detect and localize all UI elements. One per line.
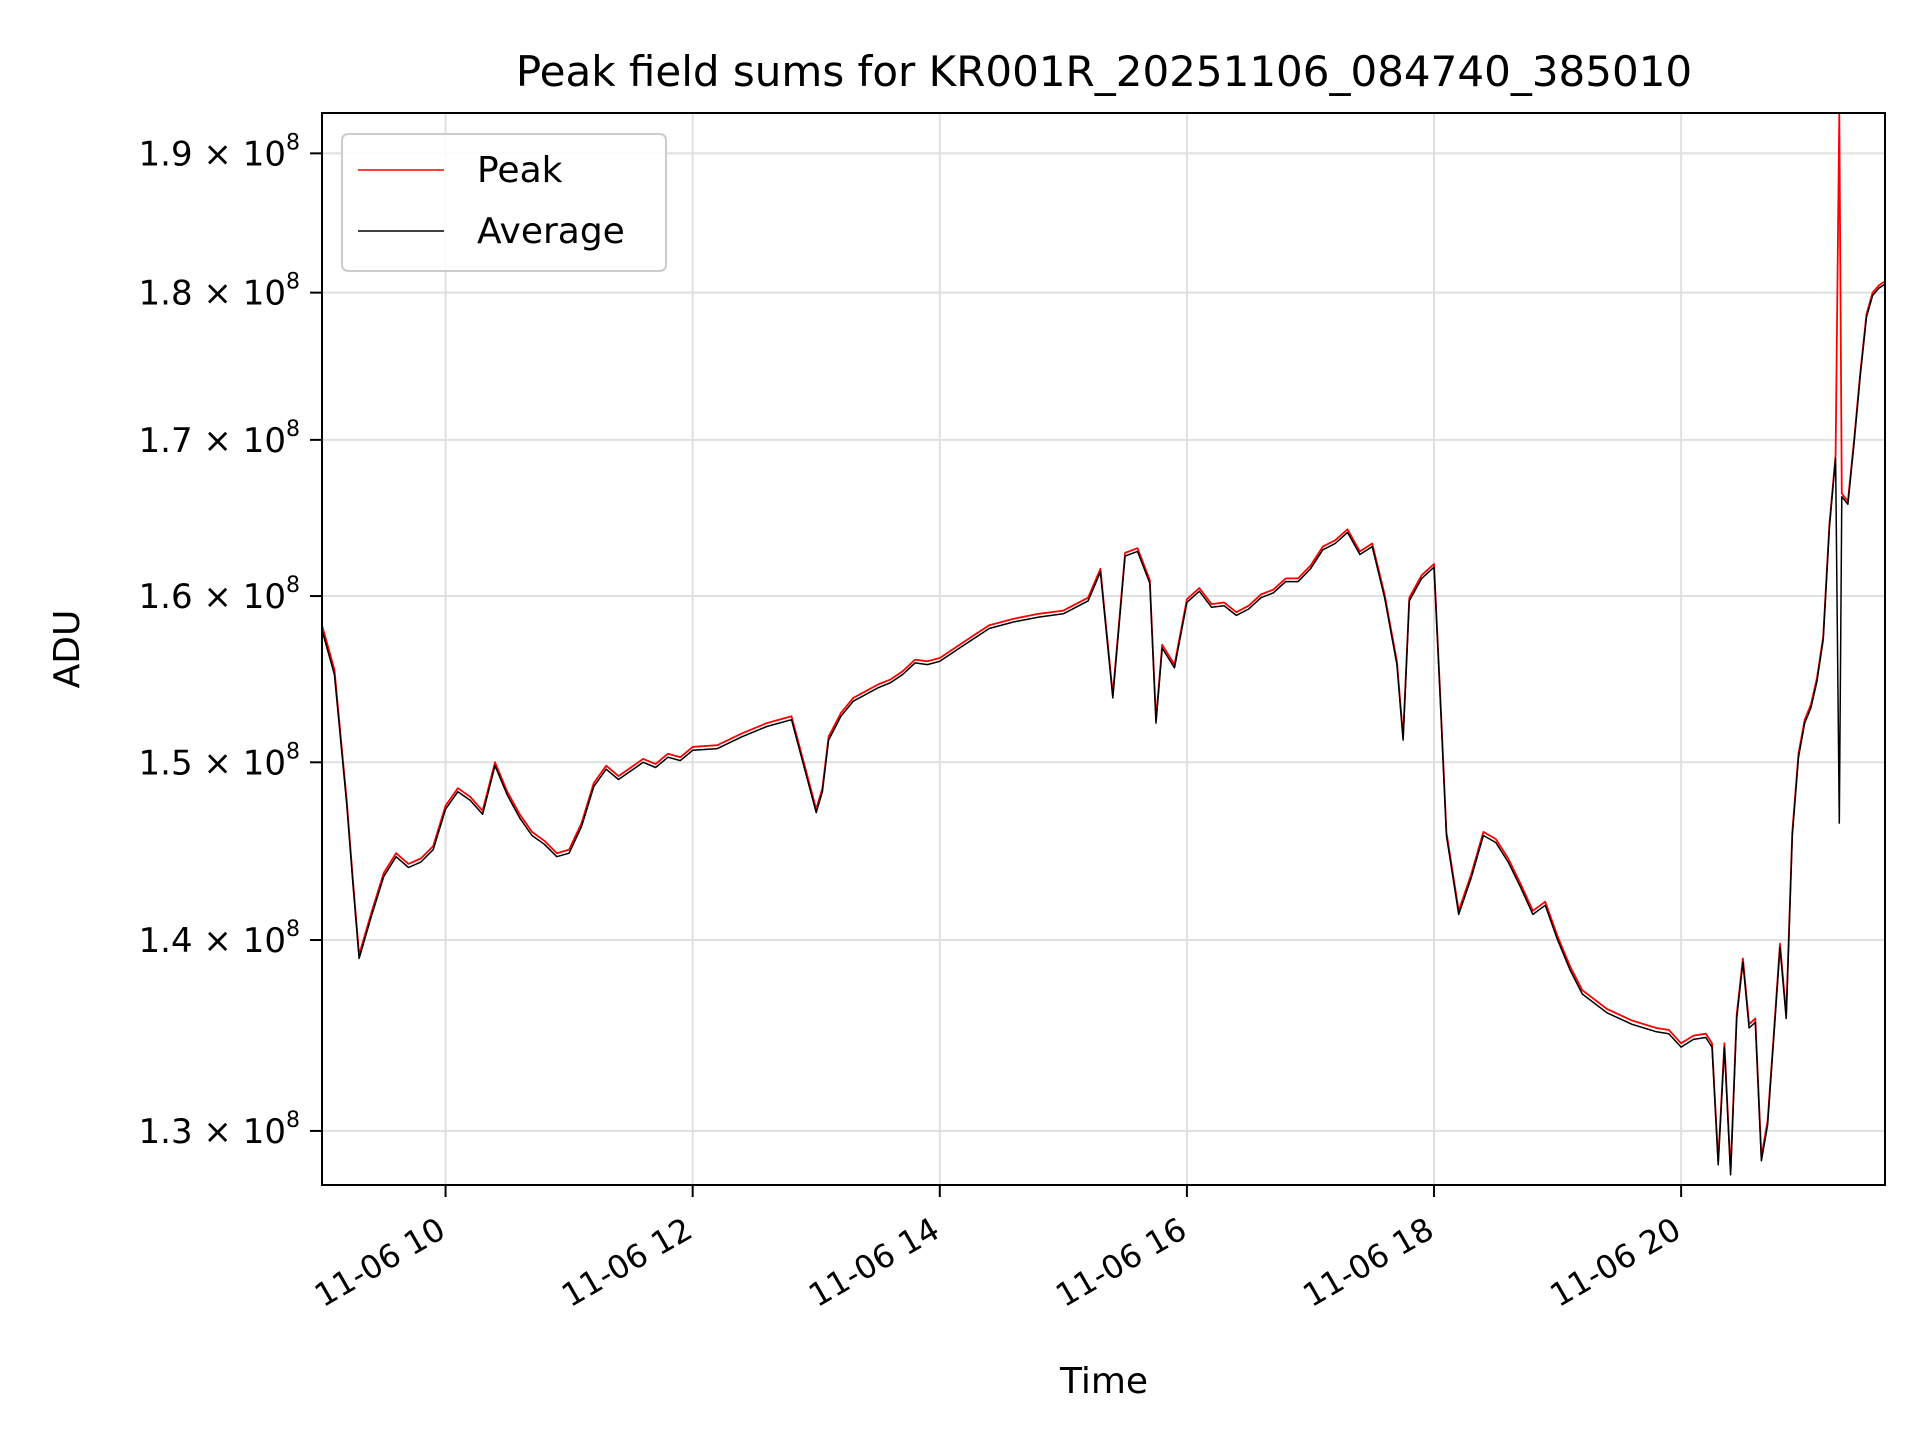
series-line-average	[322, 283, 1885, 1176]
y-axis-label: ADU	[47, 610, 88, 689]
y-tick-label-3: 1.6 × 108	[139, 573, 300, 617]
series-layer	[322, 113, 1885, 1176]
legend-label-peak: Peak	[477, 150, 563, 191]
series-line-peak	[322, 113, 1885, 1172]
grid	[322, 113, 1885, 1185]
y-tick-label-5: 1.8 × 108	[139, 270, 300, 314]
legend-label-average: Average	[477, 211, 625, 252]
y-tick-label-0: 1.3 × 108	[139, 1108, 300, 1152]
y-tick-label-4: 1.7 × 108	[139, 417, 300, 461]
legend-box	[341, 133, 667, 272]
x-axis-label: Time	[1059, 1361, 1148, 1402]
y-tick-label-1: 1.4 × 108	[139, 917, 300, 961]
y-tick-label-2: 1.5 × 108	[139, 739, 300, 783]
legend: Peak Average	[341, 133, 667, 272]
plot-frame	[321, 112, 1886, 1186]
y-tick-label-6: 1.9 × 108	[139, 130, 300, 174]
chart-title: Peak field sums for KR001R_20251106_0847…	[516, 47, 1692, 96]
y-axis: 1.3 × 108 1.4 × 108 1.5 × 108 1.6 × 108 1.7 …	[139, 130, 322, 1152]
